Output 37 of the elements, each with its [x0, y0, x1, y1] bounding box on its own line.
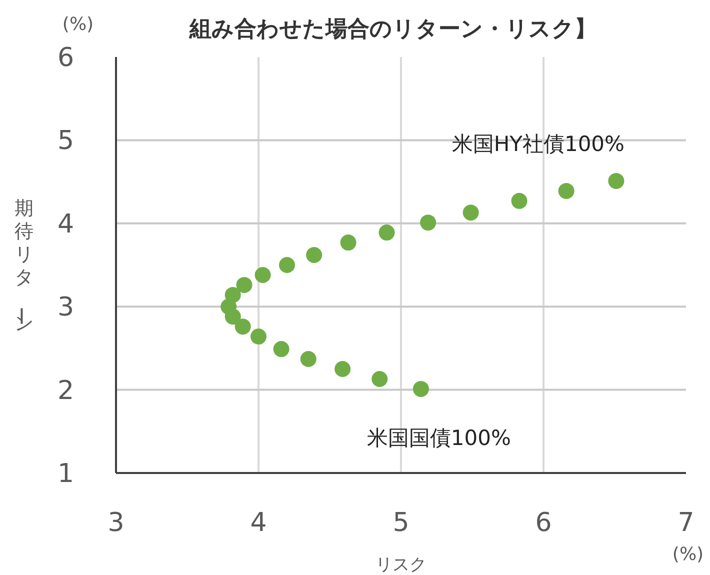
point [234, 318, 251, 335]
point [224, 286, 241, 303]
x-axis-title: リスク [376, 555, 426, 575]
text: (%) [672, 544, 704, 565]
point [511, 192, 528, 209]
point [236, 276, 252, 293]
y-tick-label: 3 [57, 292, 74, 323]
point [608, 172, 624, 189]
y-tick-label: 2 [57, 376, 74, 406]
y-tick-label: 4 [57, 209, 74, 240]
point [412, 380, 429, 397]
annotation: 米国HY社債100% [452, 132, 625, 156]
point [334, 361, 351, 377]
x-tick-label: 4 [250, 508, 267, 538]
text: (%) [62, 14, 94, 35]
point [254, 266, 271, 283]
y-tick-label: 5 [57, 126, 74, 156]
point [558, 182, 574, 199]
x-tick-label: 7 [678, 508, 694, 538]
point [378, 224, 395, 241]
x-tick-label: 5 [392, 508, 410, 538]
point [340, 234, 356, 251]
annotation: 米国国債100% [366, 426, 511, 450]
point [300, 351, 316, 368]
point [279, 257, 295, 273]
y-tick-label: 6 [57, 43, 74, 73]
chart-title: 組み合わせた場合のリターン・リスク】 [188, 17, 596, 42]
point [306, 247, 322, 264]
y-tick-label: 1 [57, 459, 74, 489]
x-tick-label: 6 [535, 508, 552, 538]
point [372, 370, 388, 387]
y-axis-title: 期待リターン [10, 198, 34, 334]
point [462, 204, 479, 221]
x-tick-label: 3 [108, 508, 124, 538]
point [420, 214, 436, 231]
point [273, 341, 290, 358]
point [250, 328, 266, 345]
